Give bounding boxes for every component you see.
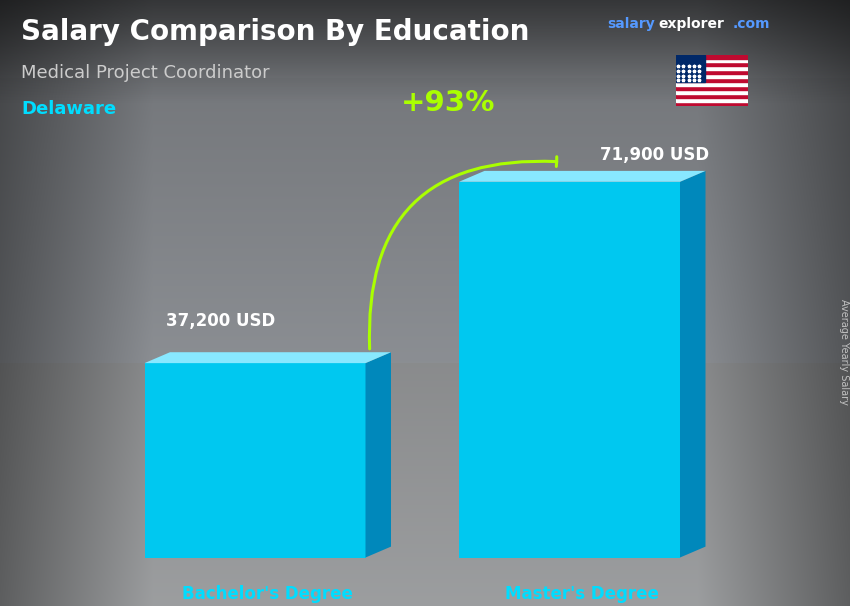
Text: 71,900 USD: 71,900 USD — [600, 145, 709, 164]
Bar — [676, 78, 748, 82]
Text: Master's Degree: Master's Degree — [505, 585, 660, 603]
Text: +93%: +93% — [401, 89, 496, 117]
Bar — [676, 98, 748, 102]
Text: Salary Comparison By Education: Salary Comparison By Education — [21, 18, 530, 46]
Bar — [676, 75, 748, 78]
Polygon shape — [144, 352, 391, 363]
Bar — [676, 62, 748, 67]
Bar — [676, 67, 748, 70]
Polygon shape — [459, 182, 680, 558]
Bar — [676, 70, 748, 75]
Polygon shape — [459, 171, 706, 182]
Text: 37,200 USD: 37,200 USD — [167, 312, 275, 330]
Text: .com: .com — [733, 17, 770, 31]
Polygon shape — [144, 363, 366, 558]
Text: Medical Project Coordinator: Medical Project Coordinator — [21, 64, 269, 82]
Text: Average Yearly Salary: Average Yearly Salary — [839, 299, 849, 404]
Text: salary: salary — [608, 17, 655, 31]
Bar — [676, 59, 748, 62]
Text: Delaware: Delaware — [21, 100, 116, 118]
Bar — [676, 86, 748, 90]
Text: explorer: explorer — [659, 17, 724, 31]
Text: Bachelor's Degree: Bachelor's Degree — [182, 585, 354, 603]
Bar — [676, 102, 748, 106]
Polygon shape — [366, 352, 391, 558]
Bar — [676, 55, 748, 59]
Bar — [676, 90, 748, 94]
Bar — [676, 94, 748, 98]
Bar — [676, 55, 705, 82]
Bar — [676, 82, 748, 86]
Polygon shape — [680, 171, 705, 558]
